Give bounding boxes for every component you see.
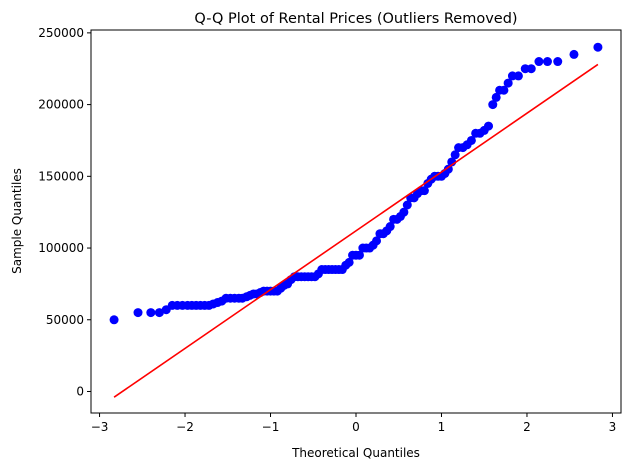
x-tick-label: −3 (91, 420, 109, 434)
y-tick-label: 250000 (38, 26, 84, 40)
plot-frame (90, 29, 622, 414)
sample-point (491, 92, 501, 102)
sample-point (133, 308, 143, 318)
sample-point (372, 236, 382, 246)
sample-point (513, 71, 523, 81)
sample-point (484, 121, 493, 131)
sample-point (443, 164, 453, 174)
sample-point (526, 64, 536, 74)
y-axis: 0 50000 100000 150000 200000 250000 (38, 26, 91, 398)
sample-point (534, 57, 544, 67)
sample-point (402, 200, 412, 210)
sample-point (553, 57, 563, 67)
sample-point (488, 100, 498, 110)
sample-point (354, 250, 364, 260)
sample-point (385, 222, 395, 232)
y-tick-label: 200000 (38, 98, 84, 112)
reference-line (113, 63, 599, 398)
x-tick-label: 3 (609, 420, 617, 434)
sample-point (466, 135, 476, 145)
sample-point (450, 150, 460, 160)
x-axis-label: Theoretical Quantiles (291, 446, 420, 460)
x-axis: −3 −2 −1 0 1 2 3 (91, 413, 617, 434)
y-tick-label: 50000 (46, 313, 84, 327)
x-tick-label: 0 (352, 420, 360, 434)
y-tick-label: 150000 (38, 169, 84, 183)
y-axis-label: Sample Quantiles (10, 168, 24, 274)
sample-point (499, 85, 509, 95)
sample-point (569, 49, 579, 59)
sample-point (399, 207, 409, 217)
x-tick-label: −1 (262, 420, 280, 434)
y-tick-label: 0 (76, 384, 84, 398)
chart-title: Q-Q Plot of Rental Prices (Outliers Remo… (194, 11, 517, 27)
y-tick-label: 100000 (38, 241, 84, 255)
sample-point (154, 308, 164, 318)
sample-point (146, 308, 156, 318)
sample-point (419, 186, 429, 196)
sample-point (542, 57, 552, 67)
sample-point (109, 315, 119, 325)
sample-point (593, 42, 603, 52)
plot-area (109, 42, 603, 398)
sample-point (344, 257, 354, 267)
x-tick-label: 2 (523, 420, 531, 434)
sample-point (503, 78, 513, 88)
x-tick-label: 1 (438, 420, 446, 434)
x-tick-label: −2 (176, 420, 194, 434)
